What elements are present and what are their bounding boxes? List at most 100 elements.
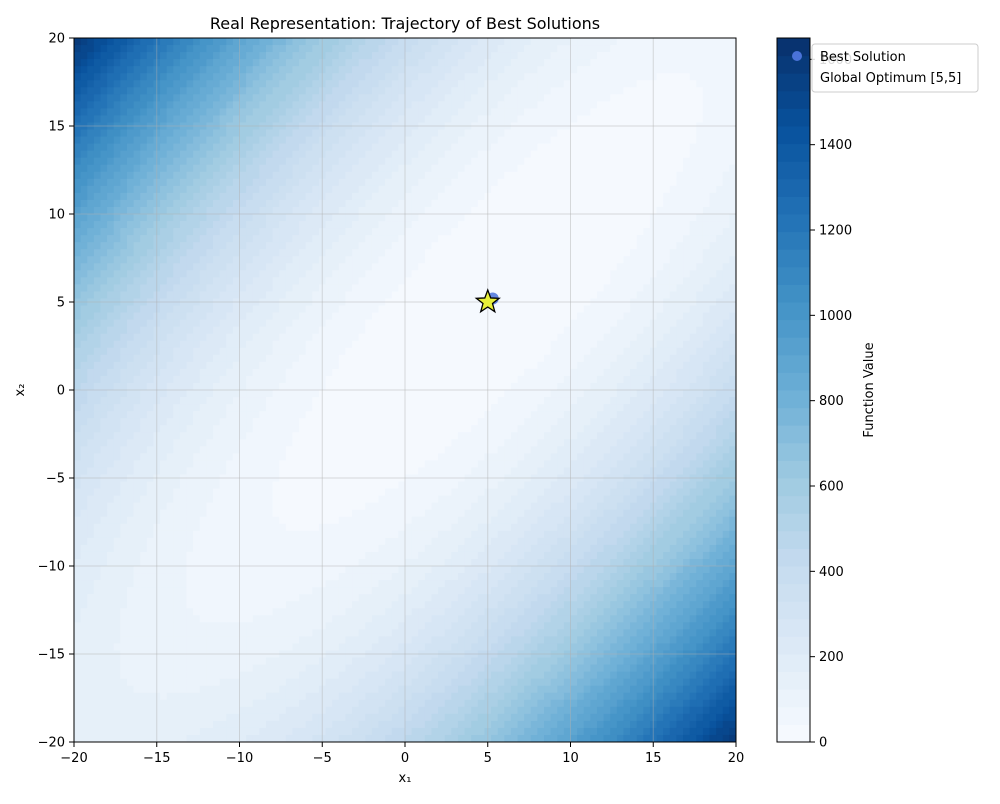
heatmap-cell bbox=[273, 108, 280, 116]
heatmap-cell bbox=[193, 608, 200, 616]
heatmap-cell bbox=[385, 594, 392, 602]
heatmap-cell bbox=[259, 432, 266, 440]
heatmap-cell bbox=[200, 214, 207, 222]
heatmap-cell bbox=[306, 482, 313, 490]
heatmap-cell bbox=[180, 144, 187, 152]
heatmap-cell bbox=[160, 221, 167, 229]
heatmap-cell bbox=[87, 284, 94, 292]
heatmap-cell bbox=[279, 179, 286, 187]
heatmap-cell bbox=[279, 510, 286, 518]
heatmap-cell bbox=[359, 172, 366, 180]
heatmap-cell bbox=[107, 158, 114, 166]
heatmap-cell bbox=[306, 566, 313, 574]
heatmap-cell bbox=[206, 80, 213, 88]
heatmap-cell bbox=[180, 186, 187, 194]
heatmap-cell bbox=[200, 306, 207, 314]
heatmap-cell bbox=[352, 594, 359, 602]
heatmap-cell bbox=[74, 643, 81, 651]
heatmap-cell bbox=[173, 348, 180, 356]
heatmap-cell bbox=[87, 714, 94, 722]
heatmap-cell bbox=[114, 686, 121, 694]
heatmap-cell bbox=[379, 235, 386, 243]
heatmap-cell bbox=[286, 193, 293, 201]
heatmap-cell bbox=[266, 45, 273, 53]
heatmap-cell bbox=[220, 397, 227, 405]
heatmap-cell bbox=[345, 735, 352, 743]
heatmap-cell bbox=[292, 608, 299, 616]
heatmap-cell bbox=[240, 291, 247, 299]
heatmap-cell bbox=[140, 355, 147, 363]
heatmap-cell bbox=[292, 404, 299, 412]
heatmap-cell bbox=[127, 693, 134, 701]
heatmap-cell bbox=[292, 87, 299, 95]
heatmap-cell bbox=[253, 672, 260, 680]
heatmap-cell bbox=[107, 629, 114, 637]
heatmap-cell bbox=[306, 636, 313, 644]
heatmap-cell bbox=[253, 418, 260, 426]
heatmap-cell bbox=[306, 489, 313, 497]
heatmap-cell bbox=[253, 700, 260, 708]
heatmap-cell bbox=[134, 643, 141, 651]
heatmap-cell bbox=[81, 608, 88, 616]
heatmap-cell bbox=[372, 524, 379, 532]
heatmap-cell bbox=[200, 397, 207, 405]
heatmap-cell bbox=[94, 94, 101, 102]
heatmap-cell bbox=[114, 235, 121, 243]
heatmap-cell bbox=[273, 228, 280, 236]
heatmap-cell bbox=[246, 369, 253, 377]
heatmap-cell bbox=[299, 439, 306, 447]
heatmap-cell bbox=[326, 80, 333, 88]
heatmap-cell bbox=[312, 80, 319, 88]
heatmap-cell bbox=[365, 496, 372, 504]
heatmap-cell bbox=[147, 679, 154, 687]
heatmap-cell bbox=[81, 263, 88, 271]
heatmap-cell bbox=[299, 355, 306, 363]
heatmap-cell bbox=[180, 334, 187, 342]
heatmap-cell bbox=[246, 489, 253, 497]
heatmap-cell bbox=[167, 362, 174, 370]
heatmap-cell bbox=[180, 411, 187, 419]
heatmap-cell bbox=[193, 242, 200, 250]
heatmap-cell bbox=[306, 313, 313, 321]
heatmap-cell bbox=[120, 404, 127, 412]
heatmap-cell bbox=[292, 503, 299, 511]
heatmap-cell bbox=[332, 151, 339, 159]
heatmap-cell bbox=[385, 559, 392, 567]
heatmap-cell bbox=[134, 510, 141, 518]
heatmap-cell bbox=[352, 643, 359, 651]
heatmap-cell bbox=[240, 721, 247, 729]
heatmap-cell bbox=[286, 482, 293, 490]
heatmap-cell bbox=[173, 686, 180, 694]
heatmap-cell bbox=[147, 73, 154, 81]
heatmap-cell bbox=[173, 411, 180, 419]
heatmap-cell bbox=[365, 735, 372, 743]
heatmap-cell bbox=[299, 137, 306, 145]
heatmap-cell bbox=[240, 735, 247, 743]
heatmap-cell bbox=[167, 313, 174, 321]
heatmap-cell bbox=[379, 130, 386, 138]
heatmap-cell bbox=[226, 130, 233, 138]
heatmap-cell bbox=[385, 348, 392, 356]
heatmap-cell bbox=[206, 242, 213, 250]
heatmap-cell bbox=[213, 517, 220, 525]
heatmap-cell bbox=[273, 221, 280, 229]
heatmap-cell bbox=[200, 425, 207, 433]
heatmap-cell bbox=[127, 362, 134, 370]
heatmap-cell bbox=[226, 144, 233, 152]
heatmap-cell bbox=[81, 439, 88, 447]
heatmap-cell bbox=[332, 425, 339, 433]
heatmap-cell bbox=[352, 242, 359, 250]
heatmap-cell bbox=[173, 193, 180, 201]
heatmap-cell bbox=[193, 200, 200, 208]
heatmap-cell bbox=[193, 369, 200, 377]
heatmap-cell bbox=[392, 390, 399, 398]
heatmap-cell bbox=[114, 306, 121, 314]
heatmap-cell bbox=[292, 362, 299, 370]
heatmap-cell bbox=[187, 679, 194, 687]
heatmap-cell bbox=[326, 263, 333, 271]
heatmap-cell bbox=[127, 130, 134, 138]
heatmap-cell bbox=[292, 636, 299, 644]
heatmap-cell bbox=[312, 707, 319, 715]
heatmap-cell bbox=[81, 341, 88, 349]
heatmap-cell bbox=[226, 453, 233, 461]
